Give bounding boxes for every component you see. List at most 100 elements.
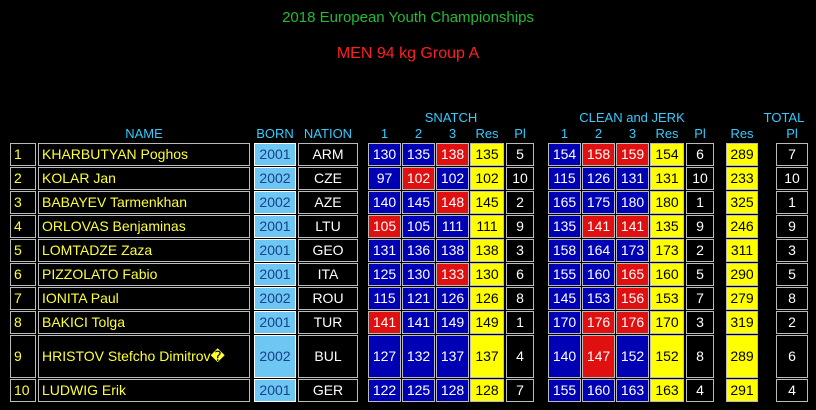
- athlete-name: KOLAR Jan: [38, 167, 250, 190]
- cj-attempt: 126: [582, 167, 615, 190]
- nation: GEO: [298, 239, 358, 262]
- column-header: 3: [628, 126, 637, 141]
- snatch-attempt: 130: [368, 143, 401, 166]
- cj-attempt: 159: [616, 143, 649, 166]
- snatch-place: 10: [506, 167, 534, 190]
- snatch-attempt: 140: [368, 191, 401, 214]
- cj-attempt: 176: [616, 311, 649, 334]
- cj-result: 152: [650, 335, 684, 378]
- snatch-attempt: 121: [402, 287, 435, 310]
- cj-result: 131: [650, 167, 684, 190]
- snatch-attempt: 102: [402, 167, 435, 190]
- cj-result: 154: [650, 143, 684, 166]
- cj-place: 7: [686, 287, 714, 310]
- cj-attempt: 141: [616, 215, 649, 238]
- cj-place: 9: [686, 215, 714, 238]
- total-result: 325: [726, 191, 758, 214]
- cj-attempt: 164: [582, 239, 615, 262]
- total-result: 291: [726, 379, 758, 402]
- column-header: Res: [655, 126, 679, 141]
- total-result: 246: [726, 215, 758, 238]
- nation: GER: [298, 379, 358, 402]
- total-place: 9: [776, 215, 808, 238]
- cj-attempt: 135: [548, 215, 581, 238]
- nation: ROU: [298, 287, 358, 310]
- cj-attempt: 145: [548, 287, 581, 310]
- column-header: 2: [594, 126, 603, 141]
- cj-attempt: 140: [548, 335, 581, 378]
- snatch-attempt: 130: [402, 263, 435, 286]
- rank: 5: [10, 239, 36, 262]
- snatch-result: 138: [470, 239, 504, 262]
- total-place: 2: [776, 311, 808, 334]
- total-result: 289: [726, 143, 758, 166]
- snatch-attempt: 125: [402, 379, 435, 402]
- snatch-place: 5: [506, 143, 534, 166]
- cj-attempt: 160: [582, 379, 615, 402]
- cj-place: 2: [686, 239, 714, 262]
- cj-attempt: 156: [616, 287, 649, 310]
- snatch-place: 4: [506, 335, 534, 378]
- rank: 3: [10, 191, 36, 214]
- cj-attempt: 176: [582, 311, 615, 334]
- cj-result: 180: [650, 191, 684, 214]
- group-header: SNATCH: [424, 110, 478, 125]
- snatch-attempt: 141: [368, 311, 401, 334]
- rank: 2: [10, 167, 36, 190]
- snatch-result: 130: [470, 263, 504, 286]
- cj-place: 6: [686, 143, 714, 166]
- column-header: BORN: [256, 126, 294, 141]
- column-header: NATION: [303, 126, 353, 141]
- snatch-result: 135: [470, 143, 504, 166]
- born: 2001: [254, 239, 296, 262]
- athlete-name: ORLOVAS Benjaminas: [38, 215, 250, 238]
- born: 2002: [254, 191, 296, 214]
- column-header: NAME: [125, 126, 163, 141]
- snatch-attempt: 138: [436, 239, 469, 262]
- snatch-result: 137: [470, 335, 504, 378]
- total-place: 5: [776, 263, 808, 286]
- cj-attempt: 115: [548, 167, 581, 190]
- column-header: 3: [448, 126, 457, 141]
- total-place: 8: [776, 287, 808, 310]
- cj-result: 160: [650, 263, 684, 286]
- rank: 7: [10, 287, 36, 310]
- total-place: 1: [776, 191, 808, 214]
- rank: 8: [10, 311, 36, 334]
- cj-attempt: 155: [548, 379, 581, 402]
- total-result: 289: [726, 335, 758, 378]
- snatch-attempt: 132: [402, 335, 435, 378]
- group-header: CLEAN and JERK: [579, 110, 685, 125]
- total-result: 319: [726, 311, 758, 334]
- snatch-place: 8: [506, 287, 534, 310]
- snatch-place: 2: [506, 191, 534, 214]
- born: 2001: [254, 311, 296, 334]
- athlete-name: IONITA Paul: [38, 287, 250, 310]
- cj-place: 8: [686, 335, 714, 378]
- snatch-attempt: 137: [436, 335, 469, 378]
- snatch-attempt: 97: [368, 167, 401, 190]
- rank: 10: [10, 379, 36, 402]
- nation: ARM: [298, 143, 358, 166]
- born: 2002: [254, 287, 296, 310]
- cj-result: 173: [650, 239, 684, 262]
- cj-place: 4: [686, 379, 714, 402]
- column-header: Pl: [786, 126, 798, 141]
- snatch-attempt: 131: [368, 239, 401, 262]
- snatch-attempt: 145: [402, 191, 435, 214]
- snatch-result: 111: [470, 215, 504, 238]
- nation: LTU: [298, 215, 358, 238]
- cj-attempt: 147: [582, 335, 615, 378]
- cj-attempt: 141: [582, 215, 615, 238]
- snatch-place: 9: [506, 215, 534, 238]
- column-header: Res: [475, 126, 499, 141]
- rank: 6: [10, 263, 36, 286]
- cj-attempt: 180: [616, 191, 649, 214]
- athlete-name: KHARBUTYAN Poghos: [38, 143, 250, 166]
- subtitle: MEN 94 kg Group A: [336, 45, 480, 62]
- cj-attempt: 170: [548, 311, 581, 334]
- cj-result: 153: [650, 287, 684, 310]
- athlete-name: HRISTOV Stefcho Dimitrov�: [38, 335, 250, 378]
- athlete-name: BABAYEV Tarmenkhan: [38, 191, 250, 214]
